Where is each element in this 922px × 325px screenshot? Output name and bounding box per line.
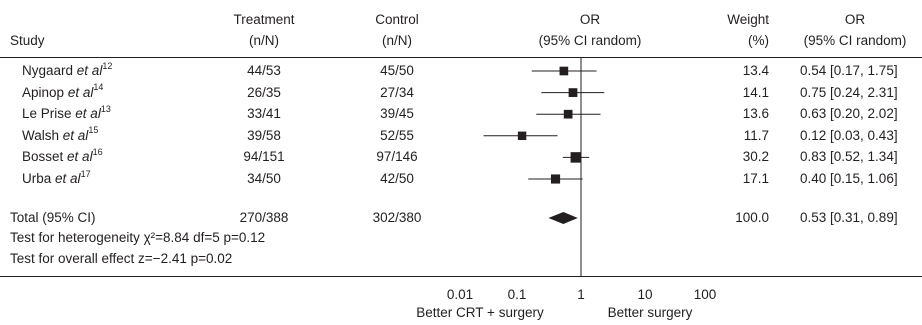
row-weight: 13.4 bbox=[742, 63, 769, 78]
overall-effect-note: Test for overall effect z=−2.41 p=0.02 bbox=[10, 251, 233, 266]
point-estimate-square bbox=[550, 174, 561, 184]
row-or-text: 0.40 [0.15, 1.06] bbox=[800, 171, 898, 186]
study-name: Bosset et al16 bbox=[22, 146, 103, 165]
tick-label: 0.01 bbox=[446, 287, 474, 302]
heterogeneity-note: Test for heterogeneity χ²=8.84 df=5 p=0.… bbox=[10, 230, 266, 245]
study-name: Nygaard et al12 bbox=[22, 60, 113, 78]
row-control: 27/34 bbox=[380, 84, 414, 100]
point-estimate-square bbox=[517, 131, 527, 141]
point-estimate-square bbox=[559, 66, 569, 76]
treatment-header-sub: (n/N) bbox=[249, 33, 279, 48]
tick-label: 1 bbox=[577, 287, 585, 302]
total-treatment: 270/388 bbox=[239, 210, 289, 225]
or-text-header-sub: (95% CI random) bbox=[803, 33, 907, 48]
weight-header: Weight bbox=[727, 12, 769, 27]
row-treatment: 94/151 bbox=[243, 149, 285, 165]
row-control: 39/45 bbox=[380, 106, 414, 122]
total-or-text: 0.53 [0.31, 0.89] bbox=[800, 210, 898, 225]
row-treatment: 34/50 bbox=[247, 171, 281, 186]
weight-header-sub: (%) bbox=[748, 33, 769, 48]
control-header-sub: (n/N) bbox=[382, 33, 412, 48]
axis-left-label: Better CRT + surgery bbox=[416, 305, 544, 320]
row-weight: 13.6 bbox=[742, 106, 769, 122]
treatment-header: Treatment bbox=[233, 12, 295, 27]
row-or-text: 0.75 [0.24, 2.31] bbox=[800, 84, 898, 100]
row-or-text: 0.63 [0.20, 2.02] bbox=[800, 106, 898, 122]
row-weight: 17.1 bbox=[742, 171, 769, 186]
row-weight: 11.7 bbox=[743, 127, 769, 143]
row-control: 52/55 bbox=[380, 127, 414, 143]
study-name: Le Prise et al13 bbox=[22, 103, 111, 122]
study-name: Apinop et al14 bbox=[22, 82, 104, 100]
point-estimate-square bbox=[568, 88, 578, 97]
total-label: Total (95% CI) bbox=[10, 210, 96, 225]
row-control: 45/50 bbox=[380, 63, 414, 78]
tick-label: 0.1 bbox=[507, 287, 527, 302]
study-name: Urba et al17 bbox=[22, 168, 91, 186]
or-plot-header: OR bbox=[579, 12, 601, 27]
or-text-header: OR bbox=[844, 12, 866, 27]
row-weight: 30.2 bbox=[742, 149, 769, 165]
row-or-text: 0.12 [0.03, 0.43] bbox=[800, 127, 898, 143]
total-control: 302/380 bbox=[372, 210, 422, 225]
axis-right-label: Better surgery bbox=[607, 305, 693, 320]
or-plot-header-sub: (95% CI random) bbox=[538, 33, 642, 48]
pooled-diamond bbox=[548, 212, 578, 224]
row-control: 97/146 bbox=[376, 149, 418, 165]
total-weight: 100.0 bbox=[735, 210, 769, 225]
row-weight: 14.1 bbox=[742, 84, 769, 100]
tick-label: 100 bbox=[693, 287, 717, 302]
tick-label: 10 bbox=[637, 287, 653, 302]
row-or-text: 0.83 [0.52, 1.34] bbox=[800, 149, 898, 165]
study-name: Walsh et al15 bbox=[22, 125, 99, 143]
row-treatment: 26/35 bbox=[247, 84, 281, 100]
header-rule bbox=[0, 57, 922, 58]
row-treatment: 39/58 bbox=[247, 127, 281, 143]
row-treatment: 44/53 bbox=[247, 63, 281, 78]
control-header: Control bbox=[375, 12, 419, 27]
row-control: 42/50 bbox=[380, 171, 414, 186]
point-estimate-square bbox=[563, 109, 573, 119]
row-or-text: 0.54 [0.17, 1.75] bbox=[800, 63, 898, 78]
row-treatment: 33/41 bbox=[247, 106, 281, 122]
bottom-rule bbox=[0, 276, 922, 277]
study-header: Study bbox=[10, 33, 45, 48]
point-estimate-square bbox=[570, 152, 582, 163]
